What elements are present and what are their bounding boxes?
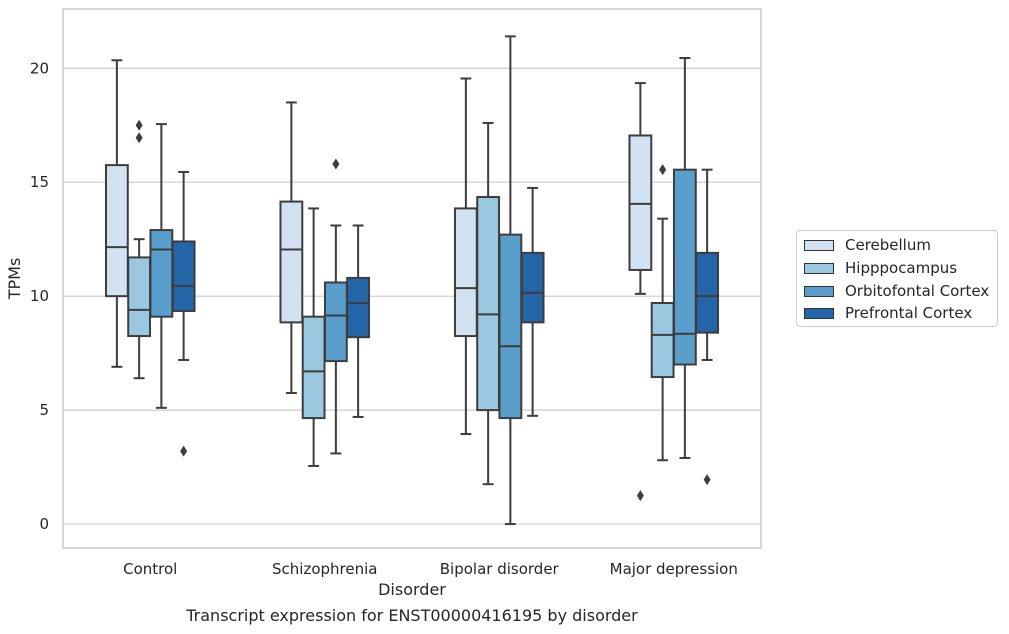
box-3-1 <box>346 224 371 418</box>
legend-swatch-hippocampus <box>804 262 834 274</box>
box-iqr <box>301 315 326 420</box>
box-2-3 <box>672 57 697 459</box>
box-1-2 <box>476 121 501 486</box>
legend-item-prefrontal: Prefrontal Cortex <box>804 303 972 323</box>
outlier-marker <box>659 164 667 176</box>
legend: Cerebellum Hipppocampus Orbitofontal Cor… <box>796 230 998 327</box>
legend-item-cerebellum: Cerebellum <box>804 235 931 255</box>
x-tick-label: Bipolar disorder <box>440 560 560 578</box>
box-2-2 <box>498 35 523 526</box>
box-iqr <box>628 134 653 271</box>
box-iqr <box>279 200 304 324</box>
box-1-3 <box>650 164 675 462</box>
box-1-1 <box>301 207 326 467</box>
legend-item-hippocampus: Hipppocampus <box>804 258 957 278</box>
legend-label-cerebellum: Cerebellum <box>845 236 931 254</box>
box-iqr <box>520 251 545 324</box>
legend-label-hippocampus: Hipppocampus <box>845 259 958 277</box>
box-0-0 <box>104 59 129 368</box>
box-iqr <box>453 207 478 338</box>
legend-swatch-prefrontal <box>804 307 834 319</box>
box-iqr <box>127 256 152 338</box>
box-3-0 <box>171 170 196 457</box>
box-iqr <box>104 164 129 298</box>
x-tick-label: Major depression <box>610 560 738 578</box>
box-iqr <box>498 233 523 420</box>
box-1-0 <box>127 119 152 380</box>
legend-swatch-cerebellum <box>804 239 834 251</box>
tick-labels: 0 5 10 15 20 Control Schizophrenia Bipolar diso… <box>30 59 738 578</box>
y-tick-label: 10 <box>30 287 49 305</box>
x-tick-label: Schizophrenia <box>272 560 377 578</box>
y-axis-label: TPMs <box>5 258 24 301</box>
plot-area <box>104 35 720 526</box>
chart-caption: Transcript expression for ENST0000041619… <box>186 606 638 625</box>
x-tick-label: Control <box>123 560 177 578</box>
legend-swatch-orbitofrontal <box>804 285 834 297</box>
box-3-3 <box>695 168 720 486</box>
box-iqr <box>672 168 697 366</box>
outlier-marker <box>135 119 143 131</box>
box-iqr <box>149 229 174 318</box>
legend-item-orbitofrontal: Orbitofontal Cortex <box>804 281 989 301</box>
y-tick-label: 0 <box>39 515 49 533</box>
box-2-0 <box>149 123 174 409</box>
x-axis-label: Disorder <box>378 580 446 599</box>
legend-label-orbitofrontal: Orbitofontal Cortex <box>845 282 990 300</box>
outlier-marker <box>135 132 143 144</box>
box-0-3 <box>628 82 653 502</box>
box-3-2 <box>520 186 545 417</box>
outlier-marker <box>703 474 711 486</box>
y-tick-label: 5 <box>39 401 49 419</box>
plot-frame <box>62 8 762 549</box>
box-iqr <box>323 281 348 363</box>
box-iqr <box>476 196 501 412</box>
box-iqr <box>171 240 196 312</box>
y-tick-label: 20 <box>30 59 49 77</box>
box-2-1 <box>323 158 348 455</box>
box-iqr <box>650 302 675 379</box>
box-0-2 <box>453 77 478 436</box>
outlier-marker <box>332 158 340 170</box>
box-0-1 <box>279 101 304 395</box>
legend-label-prefrontal: Prefrontal Cortex <box>845 304 973 322</box>
box-iqr <box>695 251 720 334</box>
box-iqr <box>346 276 371 339</box>
y-tick-label: 15 <box>30 173 49 191</box>
outlier-marker <box>636 490 644 502</box>
outlier-marker <box>180 445 188 457</box>
